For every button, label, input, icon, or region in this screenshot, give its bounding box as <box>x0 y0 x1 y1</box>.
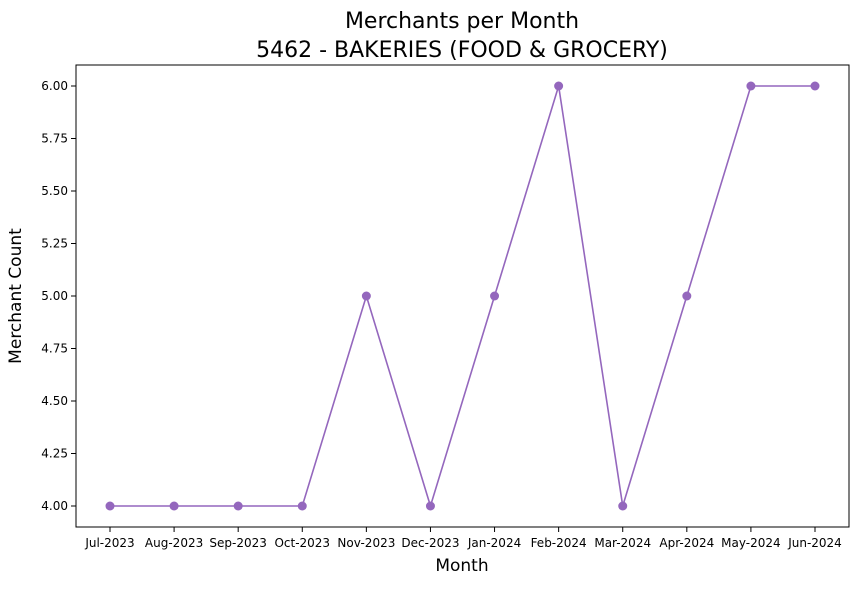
y-tick-label: 4.25 <box>41 447 68 461</box>
plot-area-frame <box>75 64 850 528</box>
x-tick-label: Apr-2024 <box>659 536 714 550</box>
x-tick-label: May-2024 <box>721 536 780 550</box>
y-tick-label: 5.00 <box>41 289 68 303</box>
x-tick-label: Oct-2023 <box>274 536 330 550</box>
chart-subtitle: 5462 - BAKERIES (FOOD & GROCERY) <box>256 38 668 63</box>
y-tick-label: 5.75 <box>41 132 68 146</box>
data-point <box>297 501 307 511</box>
y-tick-label: 5.25 <box>41 237 68 251</box>
x-tick-label: Jan-2024 <box>467 536 521 550</box>
data-point <box>490 291 500 301</box>
x-axis-label: Month <box>435 556 488 576</box>
series-layer <box>105 81 820 511</box>
data-point <box>105 501 115 511</box>
x-tick-label: Jul-2023 <box>84 536 134 550</box>
x-tick-label: Dec-2023 <box>401 536 459 550</box>
x-axis: Jul-2023 Aug-2023 Sep-2023 Oct-2023 Nov-2023… <box>84 527 842 550</box>
x-tick-label: Sep-2023 <box>209 536 267 550</box>
y-tick-label: 6.00 <box>41 79 68 93</box>
data-point <box>361 291 371 301</box>
y-axis: 4.00 4.25 4.50 4.75 5.00 5.25 5.50 5.75 6.00 <box>41 79 76 513</box>
data-point <box>554 81 564 91</box>
data-point <box>169 501 179 511</box>
y-axis-label: Merchant Count <box>6 228 26 364</box>
data-point <box>682 291 692 301</box>
data-point <box>746 81 756 91</box>
series-line <box>110 85 815 509</box>
x-tick-label: Aug-2023 <box>145 536 203 550</box>
y-tick-label: 4.50 <box>41 394 68 408</box>
y-tick-label: 4.00 <box>41 499 68 513</box>
x-tick-label: Jun-2024 <box>787 536 842 550</box>
y-tick-label: 5.50 <box>41 184 68 198</box>
x-tick-label: Mar-2024 <box>594 536 651 550</box>
data-point <box>618 501 628 511</box>
x-tick-label: Nov-2023 <box>337 536 395 550</box>
data-point <box>425 501 435 511</box>
data-point <box>810 81 820 91</box>
y-tick-label: 4.75 <box>41 342 68 356</box>
data-point <box>233 501 243 511</box>
chart-title: Merchants per Month <box>345 9 579 34</box>
x-tick-label: Feb-2024 <box>531 536 587 550</box>
